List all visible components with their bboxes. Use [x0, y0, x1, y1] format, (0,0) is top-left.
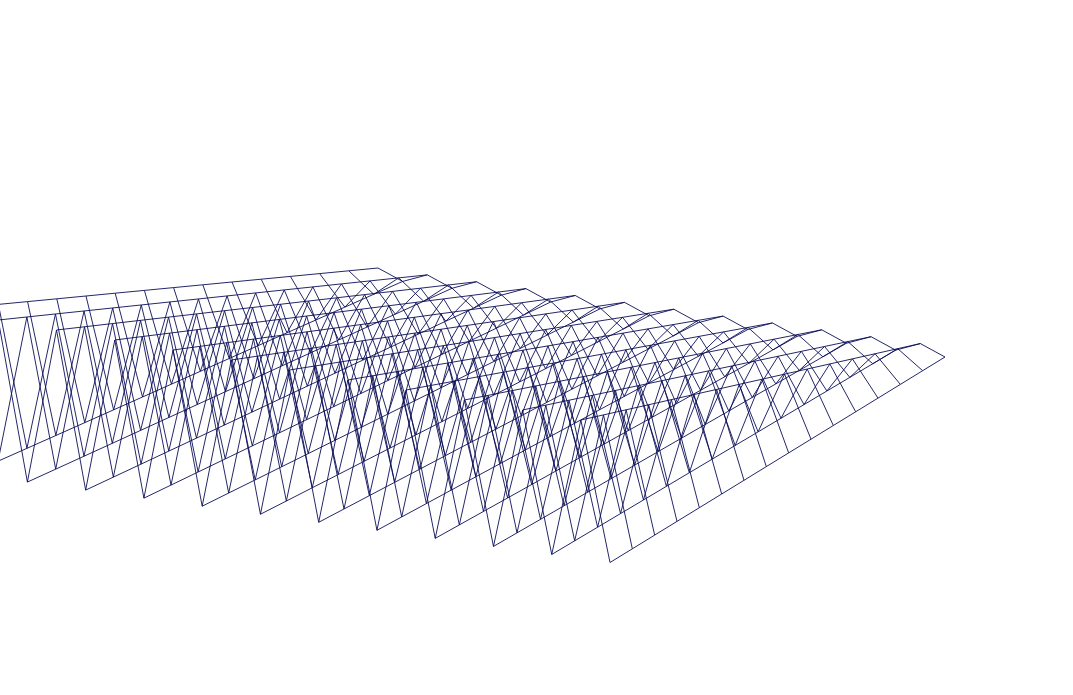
wire-column — [523, 337, 871, 410]
wire-column — [173, 295, 575, 350]
wire-column — [0, 275, 427, 320]
wire-column — [406, 323, 772, 390]
wire-column — [435, 336, 797, 538]
wire-column — [260, 316, 649, 514]
wire-column — [0, 281, 403, 474]
wire-column — [144, 302, 551, 498]
wire-row — [28, 302, 677, 522]
wire-column — [464, 330, 821, 400]
wire-column — [377, 330, 748, 531]
wire-column — [0, 268, 378, 310]
wire-column — [610, 357, 945, 563]
wire-column — [115, 289, 526, 340]
wire-column — [552, 350, 896, 554]
wire-row — [0, 304, 655, 535]
wire-column — [348, 316, 723, 380]
wire-column — [57, 282, 477, 330]
wire-column — [581, 344, 920, 420]
plot-area — [0, 268, 945, 563]
wire-column — [231, 302, 624, 360]
wire-column — [290, 309, 674, 370]
wire-column — [202, 309, 600, 506]
wire-column — [493, 343, 846, 546]
chart — [0, 0, 1073, 695]
wire-row — [0, 307, 632, 549]
wire-column — [27, 288, 452, 482]
wire-row — [0, 310, 610, 563]
